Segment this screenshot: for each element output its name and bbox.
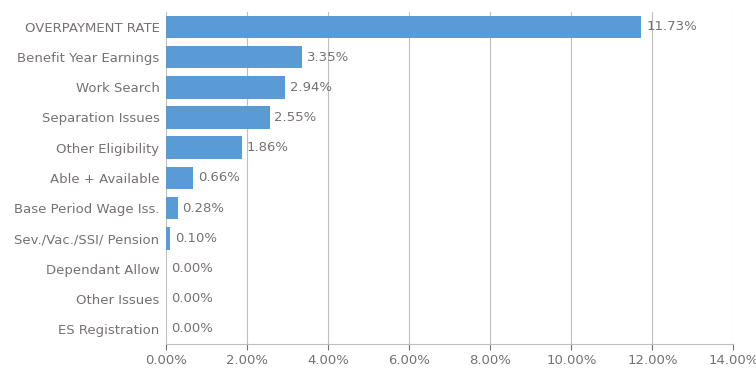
Text: 0.66%: 0.66% (198, 171, 240, 185)
Text: 0.00%: 0.00% (171, 292, 213, 305)
Text: 0.28%: 0.28% (182, 202, 225, 215)
Bar (166, 227, 170, 250)
Bar (166, 167, 193, 189)
Bar (166, 106, 270, 129)
Bar (166, 76, 285, 99)
Text: 0.00%: 0.00% (171, 262, 213, 275)
Bar (166, 46, 302, 68)
Bar (166, 197, 178, 219)
Text: 0.00%: 0.00% (171, 323, 213, 335)
Text: 3.35%: 3.35% (307, 50, 349, 64)
Text: 11.73%: 11.73% (646, 20, 697, 33)
Text: 2.55%: 2.55% (274, 111, 317, 124)
Text: 1.86%: 1.86% (246, 141, 289, 154)
Text: 2.94%: 2.94% (290, 81, 332, 94)
Bar (166, 136, 242, 159)
Bar (166, 16, 641, 38)
Text: 0.10%: 0.10% (175, 232, 217, 245)
